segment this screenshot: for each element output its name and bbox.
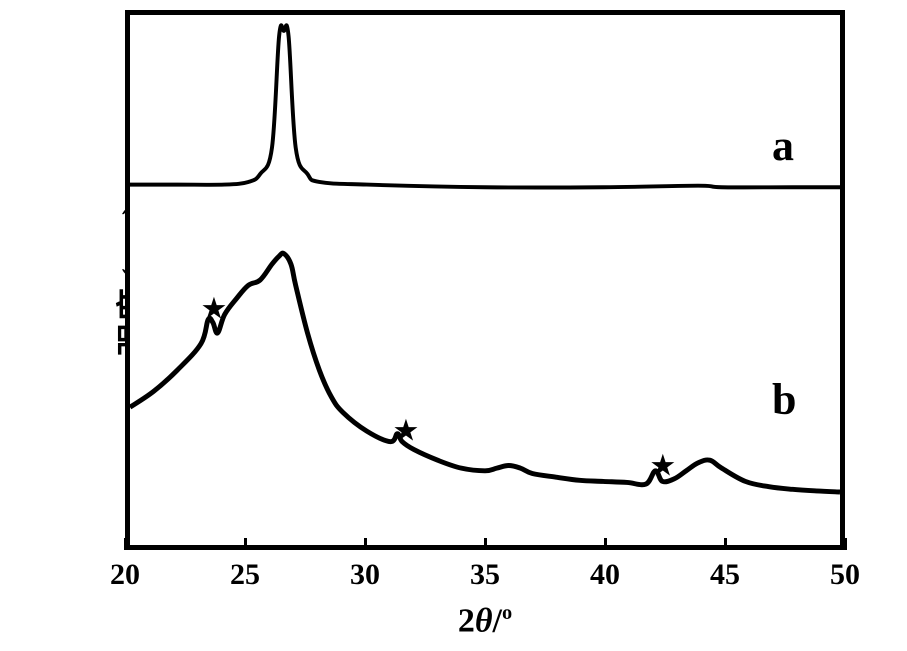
x-tick-label: 50 (830, 558, 860, 592)
x-tick-label: 35 (470, 558, 500, 592)
x-tick-label: 20 (110, 558, 140, 592)
series-a-label: a (772, 120, 794, 171)
series-a-path (130, 25, 840, 187)
x-tick-mark (484, 538, 487, 550)
series-b-label: b (772, 374, 796, 425)
x-tick-mark (244, 538, 247, 550)
x-tick-label: 40 (590, 558, 620, 592)
x-tick-mark (724, 538, 727, 550)
x-label-slash: / (493, 602, 502, 639)
x-tick-label: 45 (710, 558, 740, 592)
x-tick-mark (844, 538, 847, 550)
x-label-2: 2 (458, 602, 475, 639)
peak-marker-star: ★ (649, 448, 676, 483)
xrd-chart: 强度 (a.u.) ★★★ a b 20253035404550 2θ/o (40, 10, 880, 640)
x-tick-mark (364, 538, 367, 550)
x-label-degree: o (502, 602, 512, 624)
x-axis-label: 2θ/o (125, 602, 845, 640)
curves-svg (130, 15, 840, 545)
series-b-path (130, 253, 840, 492)
x-tick-mark (124, 538, 127, 550)
x-tick-mark (604, 538, 607, 550)
peak-marker-star: ★ (393, 413, 420, 448)
x-label-theta: θ (475, 602, 493, 639)
plot-area: ★ ★ ★ a b (125, 10, 845, 550)
x-tick-label: 25 (230, 558, 260, 592)
peak-marker-star: ★ (201, 292, 228, 327)
x-tick-label: 30 (350, 558, 380, 592)
